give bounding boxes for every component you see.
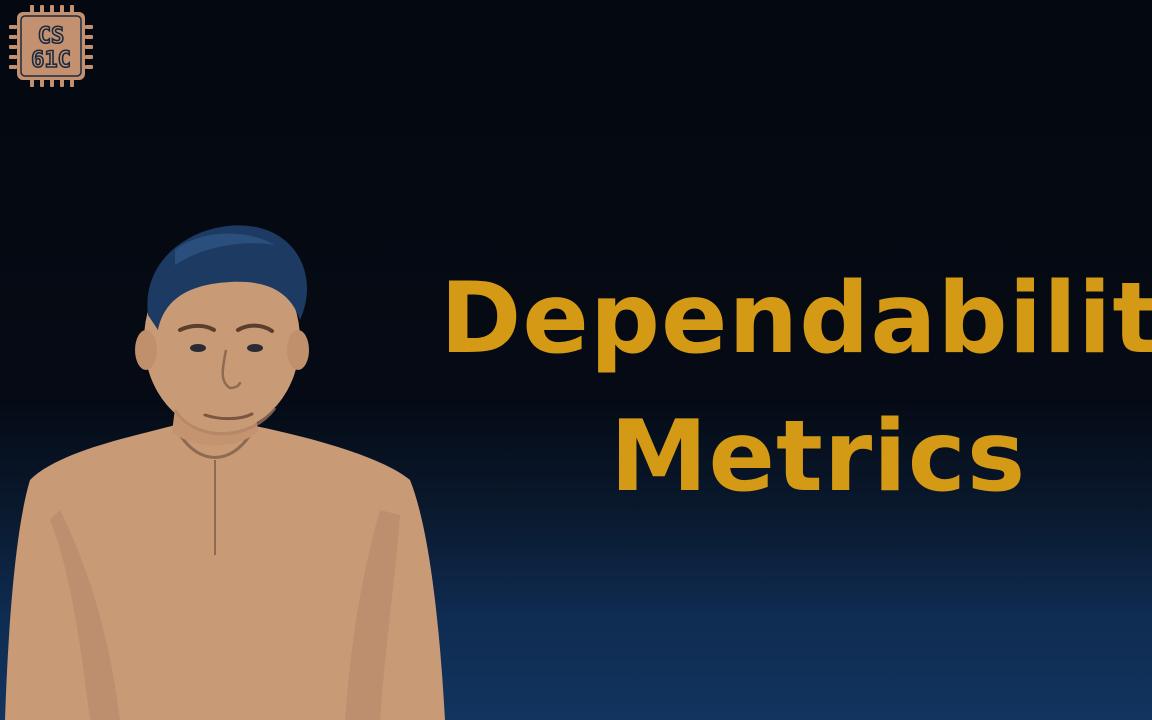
chip-logo-icon: CS 61C	[9, 5, 93, 87]
logo-text-61c: 61C	[31, 48, 71, 73]
slide-title: Dependability Metrics	[420, 250, 1152, 510]
presenter-figure	[5, 225, 445, 720]
title-line-1: Dependability	[440, 262, 1152, 376]
title-line-2: Metrics	[610, 400, 1027, 514]
logo-text-cs: CS	[38, 24, 65, 49]
